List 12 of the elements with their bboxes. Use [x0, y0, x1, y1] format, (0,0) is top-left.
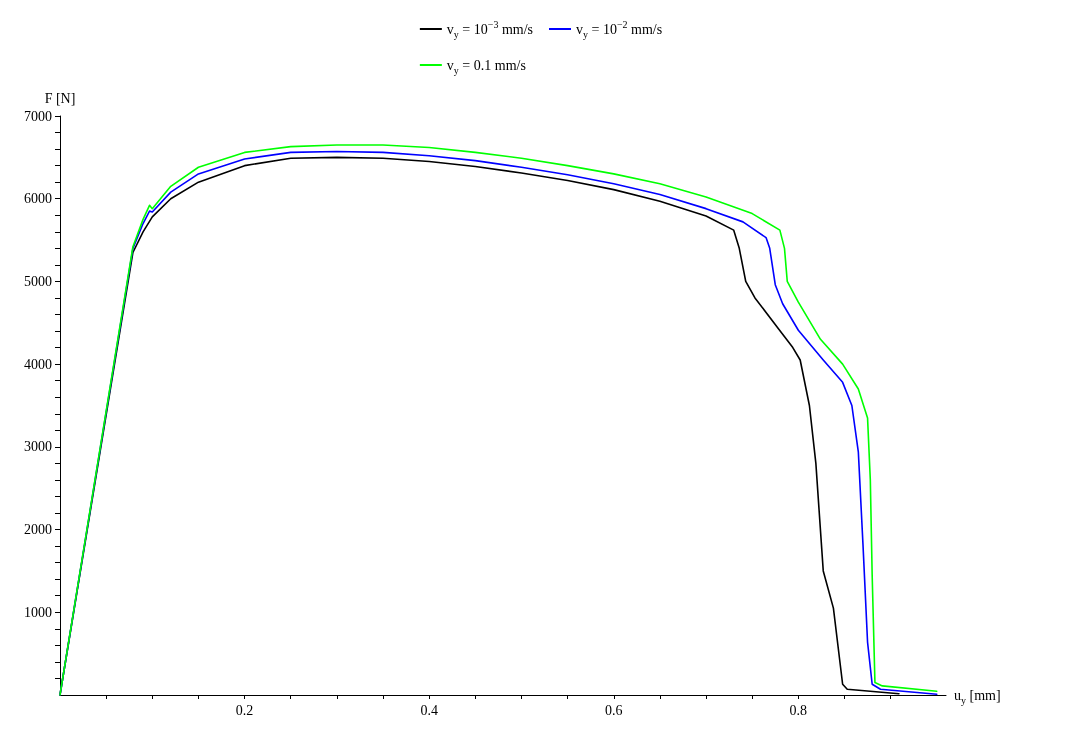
y-tick-label: 4000	[24, 356, 52, 372]
y-tick-label: 3000	[24, 439, 52, 455]
y-tick-label: 5000	[24, 273, 52, 289]
y-tick-label: 6000	[24, 191, 52, 207]
x-tick-label: 0.4	[420, 702, 438, 718]
y-axis-title: F [N]	[44, 90, 76, 106]
y-tick-label: 2000	[24, 522, 52, 538]
x-tick-label: 0.6	[605, 702, 623, 718]
x-tick-label: 0.8	[789, 702, 808, 718]
y-tick-label: 1000	[24, 604, 52, 620]
y-tick-label: 7000	[24, 108, 52, 124]
x-tick-label: 0.2	[235, 702, 254, 718]
